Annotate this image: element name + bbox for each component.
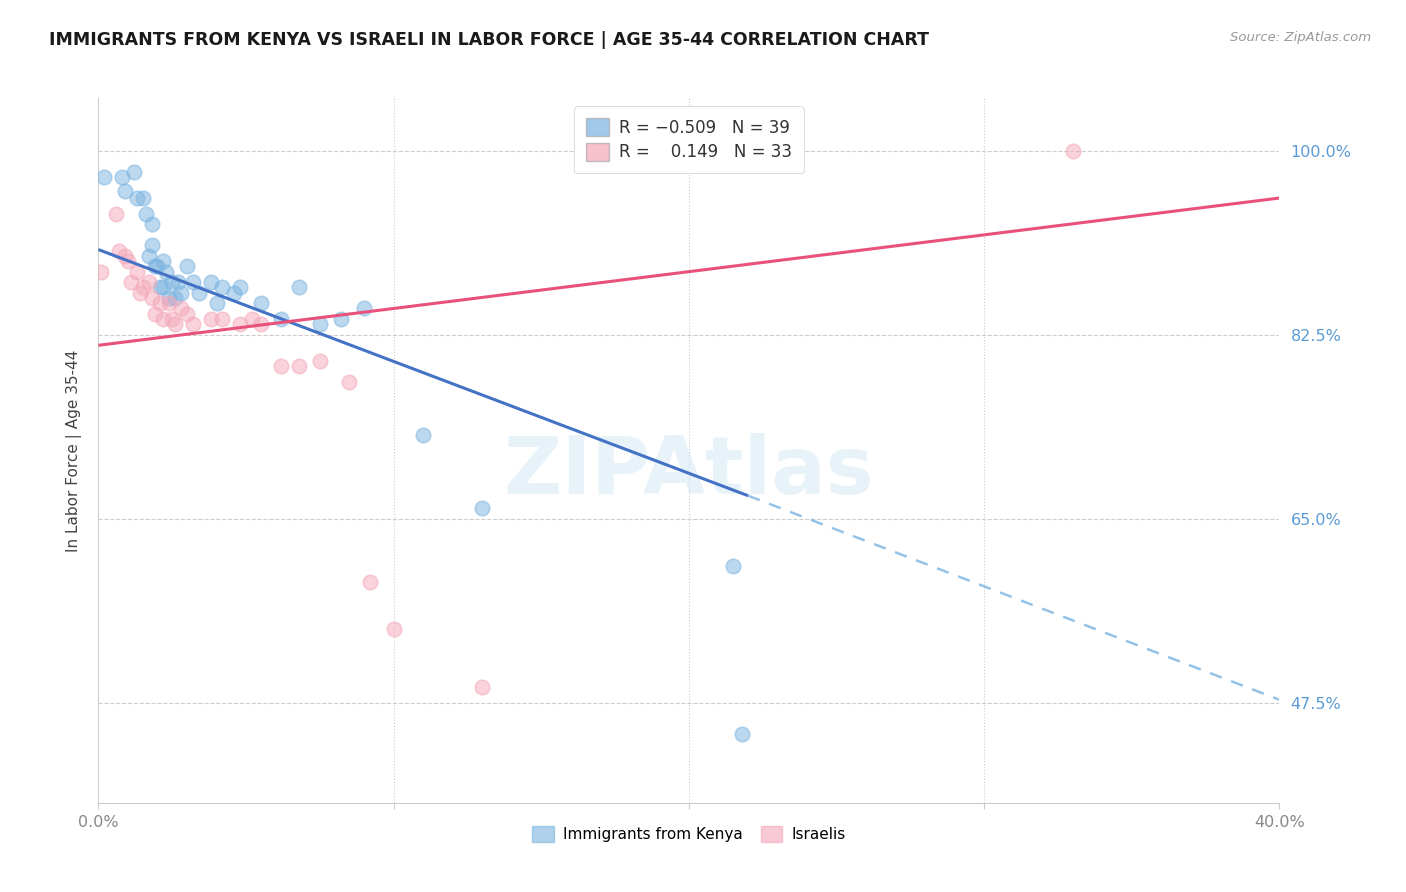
Point (723, 559, 745, 574)
Y-axis label: In Labor Force | Age 35-44: In Labor Force | Age 35-44 (66, 350, 82, 551)
Point (167, 275, 190, 289)
Point (108, 244, 131, 258)
Point (250, 296, 273, 310)
Point (141, 217, 163, 231)
Point (157, 296, 180, 310)
Point (211, 280, 233, 294)
Point (309, 354, 332, 368)
Point (135, 207, 157, 221)
Point (162, 312, 183, 326)
Point (270, 359, 292, 374)
Point (128, 285, 150, 300)
Point (125, 265, 148, 279)
Point (149, 280, 172, 294)
Point (176, 307, 198, 321)
Point (250, 318, 273, 332)
Point (229, 280, 252, 294)
Point (138, 249, 160, 263)
Point (146, 260, 169, 274)
Point (187, 285, 209, 300)
Point (339, 375, 361, 389)
Point (152, 280, 174, 294)
Point (152, 254, 174, 268)
Point (114, 184, 136, 198)
Point (181, 275, 204, 289)
Point (138, 275, 160, 289)
Point (149, 296, 172, 310)
Text: ZIPAtlas: ZIPAtlas (503, 433, 875, 510)
Point (471, 680, 494, 694)
Point (288, 280, 311, 294)
Point (105, 207, 128, 221)
Point (731, 727, 754, 741)
Point (329, 312, 352, 326)
Point (90, 265, 112, 279)
Point (1062, 144, 1084, 158)
Point (125, 191, 148, 205)
Point (382, 622, 405, 636)
Point (471, 501, 494, 516)
Point (181, 318, 204, 332)
Point (93, 169, 115, 184)
Point (211, 312, 233, 326)
Point (157, 291, 180, 305)
Point (353, 301, 375, 316)
Point (200, 312, 222, 326)
Point (165, 318, 187, 332)
Point (141, 238, 163, 252)
Point (162, 275, 183, 289)
Point (170, 301, 193, 316)
Point (111, 169, 134, 184)
Point (152, 312, 174, 326)
Point (309, 318, 332, 332)
Point (114, 249, 136, 263)
Point (229, 318, 252, 332)
Point (122, 165, 145, 179)
Point (132, 280, 155, 294)
Point (120, 275, 142, 289)
Point (176, 260, 198, 274)
Legend: Immigrants from Kenya, Israelis: Immigrants from Kenya, Israelis (526, 820, 852, 848)
Point (224, 285, 246, 300)
Point (143, 307, 166, 321)
Point (143, 260, 166, 274)
Point (117, 254, 139, 268)
Point (412, 427, 434, 442)
Point (288, 359, 311, 374)
Point (141, 291, 163, 305)
Point (170, 285, 193, 300)
Point (132, 191, 155, 205)
Point (200, 275, 222, 289)
Point (240, 312, 263, 326)
Point (270, 312, 292, 326)
Text: IMMIGRANTS FROM KENYA VS ISRAELI IN LABOR FORCE | AGE 35-44 CORRELATION CHART: IMMIGRANTS FROM KENYA VS ISRAELI IN LABO… (49, 31, 929, 49)
Point (205, 296, 228, 310)
Point (165, 291, 187, 305)
Point (359, 574, 381, 589)
Text: Source: ZipAtlas.com: Source: ZipAtlas.com (1230, 31, 1371, 45)
Point (155, 265, 177, 279)
